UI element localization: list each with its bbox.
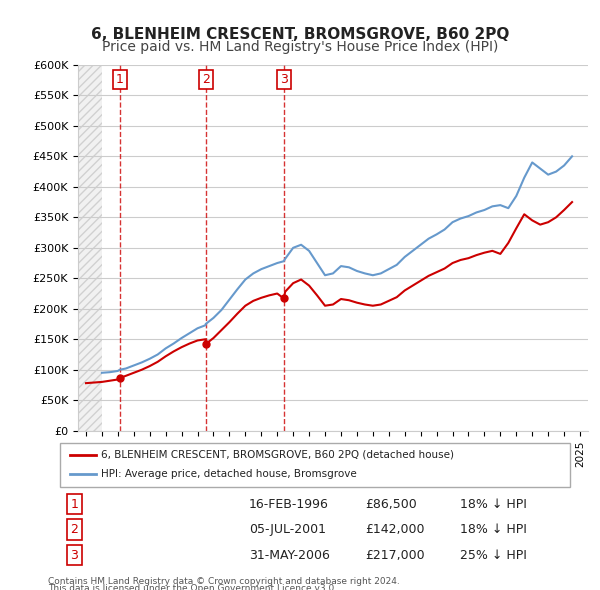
Text: 18% ↓ HPI: 18% ↓ HPI xyxy=(460,497,527,510)
Text: 05-JUL-2001: 05-JUL-2001 xyxy=(248,523,326,536)
Bar xyxy=(78,65,102,431)
Text: 3: 3 xyxy=(280,73,287,86)
Text: HPI: Average price, detached house, Bromsgrove: HPI: Average price, detached house, Brom… xyxy=(101,470,356,479)
Text: 6, BLENHEIM CRESCENT, BROMSGROVE, B60 2PQ (detached house): 6, BLENHEIM CRESCENT, BROMSGROVE, B60 2P… xyxy=(101,450,454,460)
Text: 1: 1 xyxy=(116,73,124,86)
Text: Price paid vs. HM Land Registry's House Price Index (HPI): Price paid vs. HM Land Registry's House … xyxy=(102,40,498,54)
Text: 16-FEB-1996: 16-FEB-1996 xyxy=(248,497,329,510)
FancyBboxPatch shape xyxy=(60,442,570,487)
Text: This data is licensed under the Open Government Licence v3.0.: This data is licensed under the Open Gov… xyxy=(48,584,337,590)
Text: 18% ↓ HPI: 18% ↓ HPI xyxy=(460,523,527,536)
Text: 2: 2 xyxy=(70,523,79,536)
Text: £142,000: £142,000 xyxy=(365,523,424,536)
Text: 2: 2 xyxy=(202,73,209,86)
Text: £217,000: £217,000 xyxy=(365,549,424,562)
Text: Contains HM Land Registry data © Crown copyright and database right 2024.: Contains HM Land Registry data © Crown c… xyxy=(48,577,400,586)
Text: 3: 3 xyxy=(70,549,79,562)
Text: 25% ↓ HPI: 25% ↓ HPI xyxy=(460,549,527,562)
Text: 6, BLENHEIM CRESCENT, BROMSGROVE, B60 2PQ: 6, BLENHEIM CRESCENT, BROMSGROVE, B60 2P… xyxy=(91,27,509,41)
Text: 31-MAY-2006: 31-MAY-2006 xyxy=(248,549,329,562)
Text: 1: 1 xyxy=(70,497,79,510)
Text: £86,500: £86,500 xyxy=(365,497,416,510)
